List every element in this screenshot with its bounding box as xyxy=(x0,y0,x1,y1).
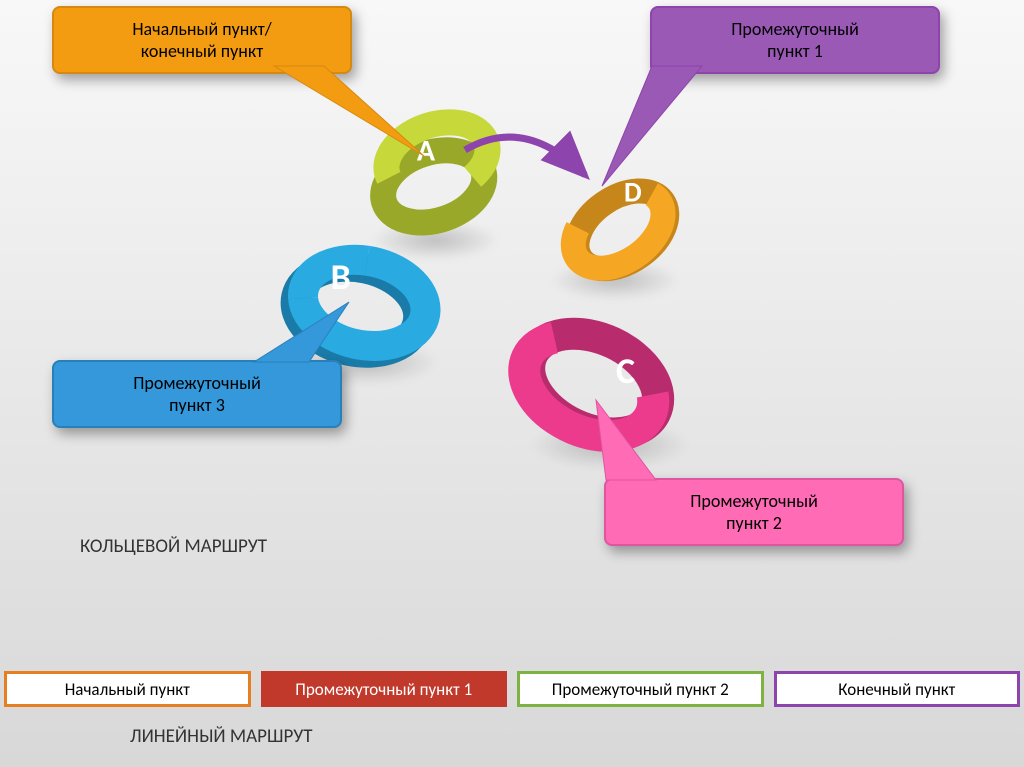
callout-inter1: Промежуточный пункт 1 xyxy=(650,6,940,74)
callout-inter3-line2: пункт 3 xyxy=(70,394,324,416)
callout-start-end-line1: Начальный пункт/ xyxy=(70,18,334,40)
callout-inter3-line1: Промежуточный xyxy=(70,372,324,394)
svg-text:B: B xyxy=(331,255,351,299)
callout-start-end: Начальный пункт/ конечный пункт xyxy=(52,6,352,74)
title-ring-route: КОЛЬЦЕВОЙ МАРШРУТ xyxy=(80,535,267,558)
callout-inter3: Промежуточный пункт 3 xyxy=(52,360,342,428)
svg-text:A: A xyxy=(417,132,436,169)
callout-inter2-line2: пункт 2 xyxy=(622,512,886,534)
title-linear-route: ЛИНЕЙНЫЙ МАРШРУТ xyxy=(130,725,313,748)
callout-inter2: Промежуточный пункт 2 xyxy=(604,478,904,546)
linear-item-3: Конечный пункт xyxy=(774,671,1021,707)
linear-route-bar: Начальный пункт Промежуточный пункт 1Пром… xyxy=(0,671,1024,707)
callout-start-end-line2: конечный пункт xyxy=(70,40,334,62)
callout-inter2-line1: Промежуточный xyxy=(622,490,886,512)
linear-item-2: Промежуточный пункт 2 xyxy=(517,671,764,707)
connector-arrow xyxy=(455,120,615,220)
linear-item-0: Начальный пункт xyxy=(4,671,251,707)
svg-text:C: C xyxy=(616,349,635,393)
callout-inter1-line2: пункт 1 xyxy=(668,40,922,62)
callout-inter1-line1: Промежуточный xyxy=(668,18,922,40)
linear-item-1: Промежуточный пункт 1 xyxy=(261,671,508,707)
